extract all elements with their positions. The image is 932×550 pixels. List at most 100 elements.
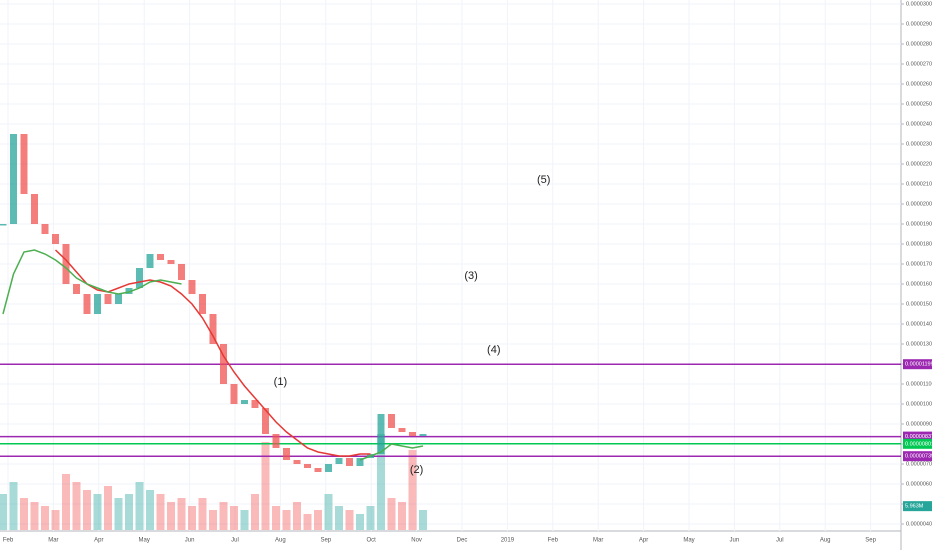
volume-bar bbox=[146, 490, 154, 530]
volume-bar bbox=[156, 494, 165, 530]
candle bbox=[73, 284, 80, 294]
y-tick-label: 0.00001100 bbox=[906, 381, 932, 387]
level-label-box bbox=[903, 438, 932, 449]
level-label: 0.00000801 bbox=[905, 441, 932, 447]
wave-label: (2) bbox=[410, 464, 423, 476]
volume-bar bbox=[41, 506, 49, 530]
volume-bar bbox=[198, 498, 207, 530]
level-label-box bbox=[903, 451, 932, 462]
x-tick-label: Nov bbox=[411, 538, 422, 544]
candle bbox=[293, 460, 301, 464]
candle bbox=[157, 254, 164, 260]
moving-average bbox=[2, 249, 424, 461]
volume-bar bbox=[177, 498, 186, 530]
volume-bar bbox=[251, 494, 259, 530]
volume-bar bbox=[188, 506, 196, 530]
volume-bar bbox=[30, 502, 39, 530]
y-tick-label: 0.00003000 bbox=[906, 1, 932, 7]
candle bbox=[377, 414, 385, 454]
volume-bar bbox=[345, 510, 354, 530]
volume-bar bbox=[83, 490, 91, 530]
candle bbox=[167, 260, 175, 264]
candle bbox=[251, 400, 259, 408]
wave-label: (4) bbox=[487, 344, 500, 356]
x-tick-label: Feb bbox=[3, 538, 14, 544]
volume-bar bbox=[135, 482, 144, 530]
volume-bar bbox=[51, 510, 60, 530]
candle bbox=[188, 280, 196, 294]
volume-bar bbox=[366, 506, 375, 530]
x-tick-label: Jul bbox=[231, 538, 239, 544]
volume-bar bbox=[356, 514, 364, 530]
volume-bar bbox=[114, 498, 123, 530]
candle bbox=[0, 224, 7, 226]
candle bbox=[125, 288, 133, 294]
volume-bar bbox=[314, 510, 322, 530]
candle bbox=[10, 134, 17, 224]
x-tick-label: May bbox=[683, 538, 694, 544]
x-tick-label: Jun bbox=[730, 538, 740, 544]
candle bbox=[356, 458, 364, 466]
candle bbox=[83, 294, 91, 314]
candle bbox=[178, 264, 185, 280]
candle bbox=[262, 408, 269, 434]
candle bbox=[335, 458, 343, 464]
x-tick-label: Feb bbox=[548, 538, 559, 544]
candle bbox=[325, 464, 332, 472]
candle bbox=[20, 134, 28, 194]
volume-bar bbox=[387, 498, 396, 530]
candle bbox=[419, 434, 427, 436]
x-tick-label: Aug bbox=[275, 538, 286, 544]
candle bbox=[230, 384, 238, 404]
x-tick-label: Mar bbox=[48, 538, 58, 544]
candle bbox=[398, 428, 406, 432]
volume-bar bbox=[377, 434, 385, 530]
volume-bar bbox=[324, 494, 333, 530]
x-tick-label: Apr bbox=[639, 538, 648, 544]
candle bbox=[409, 432, 416, 436]
candle bbox=[314, 468, 322, 472]
candle bbox=[31, 194, 38, 224]
volume-bar bbox=[398, 502, 406, 530]
x-tick-label: 2019 bbox=[501, 538, 515, 544]
volume-bar bbox=[240, 510, 249, 530]
volume-bar bbox=[104, 486, 112, 530]
x-tick-label: Aug bbox=[820, 538, 831, 544]
volume-bar bbox=[303, 514, 312, 530]
x-tick-label: Dec bbox=[457, 538, 468, 544]
volume-bar bbox=[125, 494, 133, 530]
candle bbox=[283, 448, 290, 460]
volume-bar bbox=[261, 442, 270, 530]
x-tick-label: Mar bbox=[593, 538, 603, 544]
volume-bar bbox=[230, 506, 238, 530]
candle bbox=[104, 294, 112, 304]
candle bbox=[304, 464, 311, 468]
volume-bar bbox=[62, 474, 70, 530]
x-tick-label: Sep bbox=[865, 538, 876, 544]
volume-bar bbox=[272, 506, 280, 530]
candle bbox=[41, 224, 49, 234]
wave-label: (5) bbox=[537, 174, 550, 186]
candle bbox=[272, 434, 280, 448]
candle bbox=[388, 414, 395, 428]
candle bbox=[209, 314, 217, 344]
